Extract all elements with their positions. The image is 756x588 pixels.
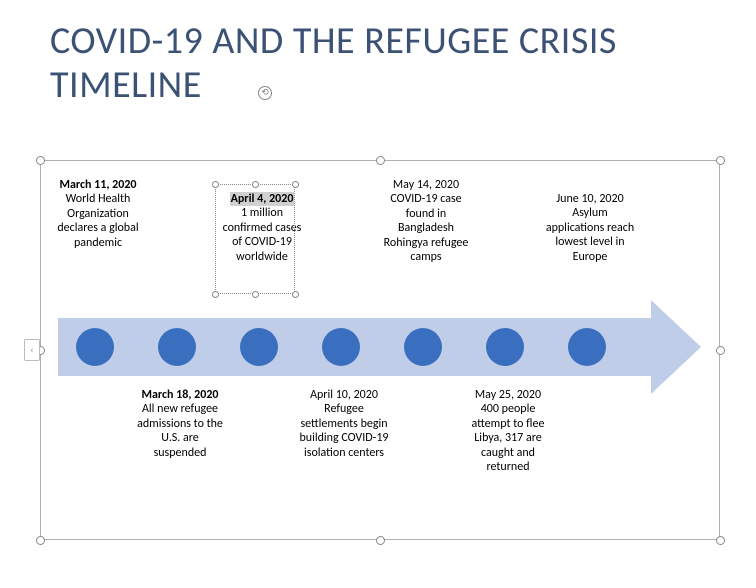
event-desc: 400 people attempt to flee Libya, 317 ar…: [463, 402, 553, 474]
selection-handle[interactable]: [376, 156, 385, 165]
timeline-dot[interactable]: [486, 328, 524, 366]
event-date: May 25, 2020: [463, 388, 553, 402]
event-1[interactable]: March 11, 2020World Health Organization …: [53, 178, 143, 250]
selection-handle[interactable]: [252, 291, 259, 298]
timeline-dot[interactable]: [568, 328, 606, 366]
event-6[interactable]: May 25, 2020400 people attempt to flee L…: [463, 388, 553, 474]
timeline-dot[interactable]: [158, 328, 196, 366]
event-date: March 18, 2020: [135, 388, 225, 402]
selection-handle[interactable]: [212, 291, 219, 298]
event-4[interactable]: April 10, 2020Refugee settlements begin …: [299, 388, 389, 460]
selection-handle[interactable]: [36, 536, 45, 545]
event-desc: Asylum applications reach lowest level i…: [545, 206, 635, 264]
selection-handle[interactable]: [376, 536, 385, 545]
page-title: COVID-19 AND THE REFUGEE CRISIS TIMELINE: [50, 20, 710, 107]
event-7[interactable]: June 10, 2020Asylum applications reach l…: [545, 192, 635, 264]
rotate-handle-icon[interactable]: ⟲: [258, 86, 272, 100]
timeline-dot[interactable]: [240, 328, 278, 366]
selection-handle[interactable]: [716, 346, 725, 355]
event-desc: COVID-19 case found in Bangladesh Rohing…: [381, 192, 471, 264]
selection-handle[interactable]: [212, 181, 219, 188]
timeline-dot[interactable]: [322, 328, 360, 366]
event-date: May 14, 2020: [381, 178, 471, 192]
text-selection-box[interactable]: [215, 184, 295, 294]
selection-handle[interactable]: [292, 181, 299, 188]
selection-handle[interactable]: [36, 156, 45, 165]
title-text: COVID-19 AND THE REFUGEE CRISIS TIMELINE: [50, 20, 710, 107]
smartart-text-pane-toggle[interactable]: ‹: [24, 339, 40, 361]
event-date: April 10, 2020: [299, 388, 389, 402]
arrow-head-shape: [651, 300, 701, 394]
event-date: March 11, 2020: [53, 178, 143, 192]
selection-handle[interactable]: [716, 536, 725, 545]
event-5[interactable]: May 14, 2020COVID-19 case found in Bangl…: [381, 178, 471, 264]
event-desc: Refugee settlements begin building COVID…: [299, 402, 389, 460]
event-2[interactable]: March 18, 2020All new refugee admissions…: [135, 388, 225, 460]
timeline-dot[interactable]: [404, 328, 442, 366]
event-desc: World Health Organization declares a glo…: [53, 192, 143, 250]
timeline-arrow[interactable]: [58, 318, 702, 376]
timeline-dot[interactable]: [76, 328, 114, 366]
selection-handle[interactable]: [292, 291, 299, 298]
event-desc: All new refugee admissions to the U.S. a…: [135, 402, 225, 460]
selection-handle[interactable]: [716, 156, 725, 165]
selection-handle[interactable]: [252, 181, 259, 188]
event-date: June 10, 2020: [545, 192, 635, 206]
